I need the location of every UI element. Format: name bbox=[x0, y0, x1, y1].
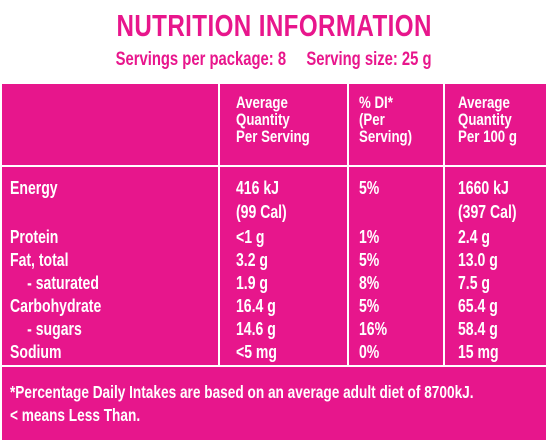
per-100g-value: 65.4 g bbox=[458, 296, 498, 316]
per-100g-value: 13.0 g bbox=[458, 250, 498, 270]
nutrient-name: Sodium bbox=[10, 342, 62, 362]
per-100g-value: 2.4 g bbox=[458, 227, 491, 247]
per-serving-value: 416 kJ bbox=[236, 178, 279, 198]
column-divider bbox=[347, 84, 349, 365]
nutrient-name: Protein bbox=[10, 227, 59, 247]
header-divider bbox=[2, 165, 546, 167]
nutrition-table: Average Quantity Per Serving % DI* (Per … bbox=[2, 84, 546, 440]
di-value: 8% bbox=[359, 273, 380, 293]
per-serving-value: 16.4 g bbox=[236, 296, 276, 316]
per-serving-value: 3.2 g bbox=[236, 250, 269, 270]
footnote-daily-intake: *Percentage Daily Intakes are based on a… bbox=[10, 382, 474, 402]
di-value: 1% bbox=[359, 227, 380, 247]
di-value: 16% bbox=[359, 319, 388, 339]
header-daily-intake: % DI* (Per Serving) bbox=[359, 93, 413, 146]
header-per-100g: Average Quantity Per 100 g bbox=[458, 93, 517, 146]
per-100g-value: 58.4 g bbox=[458, 319, 498, 339]
footer-divider bbox=[2, 365, 546, 367]
column-divider bbox=[218, 84, 220, 365]
per-serving-value: <5 mg bbox=[236, 342, 277, 362]
header-per-serving: Average Quantity Per Serving bbox=[236, 93, 310, 146]
per-serving-value: 1.9 g bbox=[236, 273, 269, 293]
di-value: 5% bbox=[359, 250, 380, 270]
nutrient-name: Carbohydrate bbox=[10, 296, 102, 316]
servings-per-package: Servings per package: 8 bbox=[116, 49, 287, 70]
nutrient-name: Fat, total bbox=[10, 250, 69, 270]
nutrient-name: Energy bbox=[10, 178, 58, 198]
per-serving-value: 14.6 g bbox=[236, 319, 276, 339]
nutrient-name: - saturated bbox=[27, 273, 99, 293]
serving-info: Servings per package: 8 Serving size: 25 … bbox=[0, 48, 548, 72]
di-value: 5% bbox=[359, 178, 380, 198]
di-value: 5% bbox=[359, 296, 380, 316]
per-serving-value: (99 Cal) bbox=[236, 202, 287, 222]
di-value: 0% bbox=[359, 342, 380, 362]
serving-size: Serving size: 25 g bbox=[306, 49, 432, 70]
per-100g-value: 15 mg bbox=[458, 342, 499, 362]
panel-title: NUTRITION INFORMATION bbox=[116, 8, 432, 43]
per-serving-value: <1 g bbox=[236, 227, 265, 247]
footnote-less-than: < means Less Than. bbox=[10, 405, 141, 425]
per-100g-value: 7.5 g bbox=[458, 273, 491, 293]
per-100g-value: 1660 kJ bbox=[458, 178, 509, 198]
column-divider bbox=[443, 84, 445, 365]
per-100g-value: (397 Cal) bbox=[458, 202, 517, 222]
nutrient-name: - sugars bbox=[27, 319, 82, 339]
